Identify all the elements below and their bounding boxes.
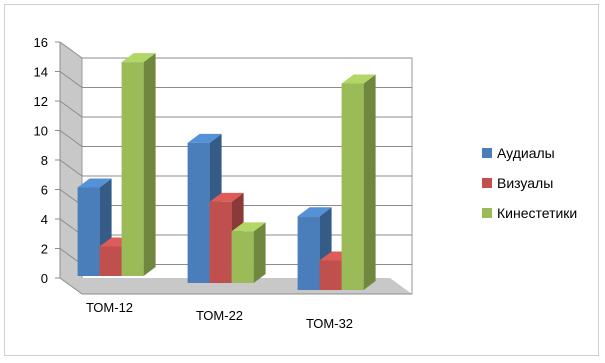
bar-side [253,222,266,283]
bar-group [297,74,376,290]
bar-top [297,207,332,217]
bar [341,74,376,290]
y-tick-label: 8 [41,153,48,168]
bar-front [297,216,320,290]
y-tick-label: 6 [41,183,48,198]
bar-top [121,53,156,63]
y-tick-label: 16 [34,35,48,50]
y-tick-label: 10 [34,124,48,139]
bar-top [187,133,222,143]
gridline-side [59,41,83,59]
bar-front [99,246,122,276]
legend-swatch [482,148,492,158]
bar-top [77,178,112,188]
gridline-side [59,159,83,177]
bar-front [341,83,364,290]
legend-label: Кинестетики [497,205,577,221]
y-tick-label: 0 [41,271,48,286]
y-tick-label: 12 [34,94,48,109]
gridline-side [59,277,83,295]
x-tick-label: ТОМ-32 [306,316,353,331]
y-tick-label: 14 [34,65,48,80]
bar-front [187,142,210,283]
bar-front [77,187,100,276]
bar-front [209,201,232,283]
bar-group [77,53,156,276]
legend: Аудиалы Визуалы Кинестетики [482,145,577,221]
bar-side [143,53,156,276]
bar [231,222,266,283]
legend-item: Визуалы [482,175,553,191]
bars [77,53,376,290]
y-tick-label: 4 [41,212,48,227]
bar-top [341,74,376,84]
bar-top [209,192,244,202]
legend-item: Кинестетики [482,205,577,221]
legend-swatch [482,208,492,218]
y-axis: 0 2 4 6 8 10 12 14 16 [34,35,61,286]
y-tick-label: 2 [41,242,48,257]
legend-label: Аудиалы [497,145,555,161]
bar-group [187,133,266,283]
bar-front [121,62,144,276]
x-axis: ТОМ-12 ТОМ-22 ТОМ-32 [86,300,353,331]
x-tick-label: ТОМ-12 [86,300,133,315]
legend-label: Визуалы [497,175,553,191]
gridline-side [59,71,83,88]
bar-top [231,222,266,232]
legend-item: Аудиалы [482,145,555,161]
gridline-side [59,100,83,118]
bar-front [231,231,254,283]
legend-swatch [482,178,492,188]
x-tick-label: ТОМ-22 [196,308,243,323]
bar-side [363,74,376,290]
gridline-side [59,130,83,147]
bar-front [319,260,342,290]
bar [121,53,156,276]
